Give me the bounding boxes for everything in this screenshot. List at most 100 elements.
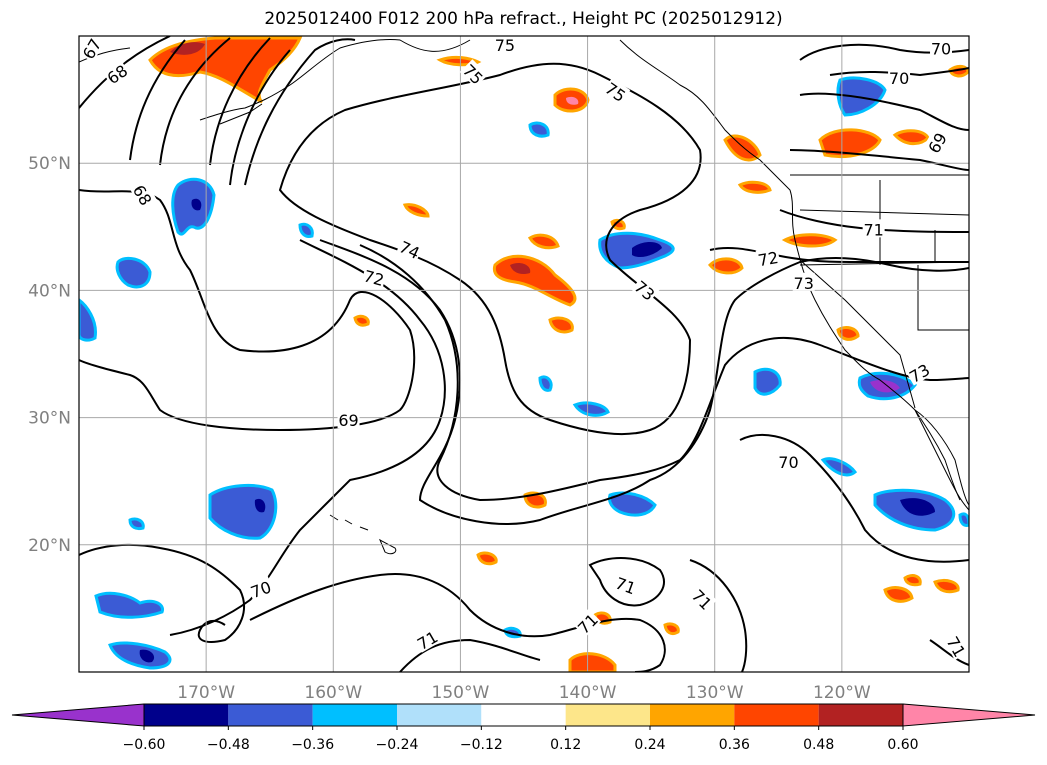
contour-label: 75 (493, 36, 516, 55)
negative-area (900, 498, 935, 516)
positive-area (353, 314, 370, 327)
latitude-label: 20°N (28, 536, 71, 556)
colorbar-tick-label: −0.12 (460, 737, 503, 753)
contour-label: 67 (79, 35, 106, 63)
longitude-label: 150°W (432, 683, 490, 703)
positive-area (510, 262, 531, 275)
contour-label-text: 75 (601, 79, 629, 106)
colorbar-segment (818, 704, 903, 726)
contour-label-bg (396, 235, 424, 262)
negative-area (870, 380, 900, 393)
positive-area (436, 55, 482, 67)
negative-area (753, 367, 782, 396)
contour-label-bg (923, 128, 950, 157)
contour-label-bg (930, 38, 953, 57)
negative-area (208, 484, 278, 540)
latitude-label: 50°N (28, 154, 71, 174)
negative-area (139, 649, 155, 663)
colorbar-tick-label: −0.60 (123, 737, 166, 753)
contour-label-bg (130, 180, 157, 209)
contour-line (689, 559, 748, 672)
positive-area (836, 326, 860, 341)
contour-label-bg (459, 59, 488, 88)
contour-label: 68 (102, 59, 131, 88)
negative-area (298, 222, 314, 238)
coastline-baja (914, 409, 969, 511)
contour-line (79, 189, 416, 432)
contour-label-bg (943, 632, 969, 661)
latitude-label: 30°N (28, 409, 71, 429)
contour-label-text: 73 (794, 274, 814, 293)
contour-line (588, 557, 665, 607)
positive-area (548, 316, 574, 334)
colorbar-segment (397, 704, 482, 726)
contour-label-text: 71 (943, 633, 970, 660)
contour-label: 69 (337, 410, 360, 430)
contour-line (399, 638, 541, 672)
positive-area (566, 96, 579, 105)
contour-line (129, 39, 186, 161)
positive-area (568, 652, 617, 672)
colorbar-tick-label: 0.36 (719, 737, 750, 753)
contour-label-bg (688, 584, 717, 613)
positive-area (523, 491, 547, 509)
contour-label: 71 (943, 632, 970, 661)
contour-label-text: 69 (924, 130, 951, 157)
colorbar-segment (312, 704, 397, 726)
contour-label: 68 (129, 180, 157, 209)
contour-line (79, 36, 171, 109)
coastline-aleutians (219, 103, 263, 125)
colorbar-extend-high (902, 703, 1036, 727)
contour-label-text: 75 (495, 36, 515, 55)
positive-area (170, 42, 205, 55)
contour-label-bg (631, 275, 660, 304)
contour-label: 73 (792, 272, 815, 293)
colorbar: −0.60 −0.48 −0.36 −0.24 −0.12 0.12 0.24 0.36 0.4… (11, 703, 1036, 753)
contour-label: 75 (601, 77, 631, 106)
negative-area (608, 491, 657, 517)
contour-label: 72 (755, 246, 781, 270)
contour-label-bg (79, 36, 105, 63)
negative-area (528, 121, 550, 138)
contour-label-text: 70 (931, 40, 951, 59)
contour-label: 70 (888, 67, 911, 88)
contour-line (229, 49, 291, 186)
contour-label-bg (572, 608, 602, 638)
contour-label-bg (612, 572, 640, 597)
contour-label: 71 (412, 626, 441, 654)
contour-label: 70 (777, 452, 800, 472)
contour-line (709, 246, 969, 263)
contour-line (799, 92, 969, 131)
contour-label-text: 69 (338, 411, 358, 430)
negative-area (128, 517, 145, 531)
contour-line (79, 543, 245, 643)
longitude-label: 160°W (304, 683, 362, 703)
contour-line (209, 37, 271, 166)
contour-label-text: 67 (79, 35, 106, 62)
contour-label: 71 (862, 219, 885, 239)
colorbar-tick-label: 0.60 (887, 737, 918, 753)
contour-line (249, 573, 666, 672)
contour-label-text: 71 (414, 627, 441, 654)
latitude-label: 40°N (28, 281, 71, 301)
chart-title: 2025012400 F012 200 hPa refract., Height… (264, 9, 783, 29)
positive-area (663, 622, 680, 636)
contour-label: 70 (930, 38, 953, 59)
negative-area (632, 242, 662, 258)
contour-label: 71 (688, 584, 717, 614)
longitude-label: 120°W (813, 683, 871, 703)
longitude-labels: 170°W 160°W 150°W 140°W 130°W 120°W (177, 683, 871, 703)
contour-label-bg (412, 626, 441, 653)
map-frame (78, 35, 970, 673)
contour-label-text: 70 (778, 453, 798, 472)
coastline-bc (619, 39, 961, 501)
contour-label-text: 72 (362, 266, 387, 290)
contour-label-bg (888, 67, 911, 86)
contour-label: 69 (923, 128, 951, 157)
positive-anomaly-areas (148, 36, 969, 672)
contour-line (779, 209, 969, 233)
longitude-label: 170°W (177, 683, 235, 703)
contour-label-bg (493, 36, 516, 53)
contour-label-bg (102, 59, 131, 88)
